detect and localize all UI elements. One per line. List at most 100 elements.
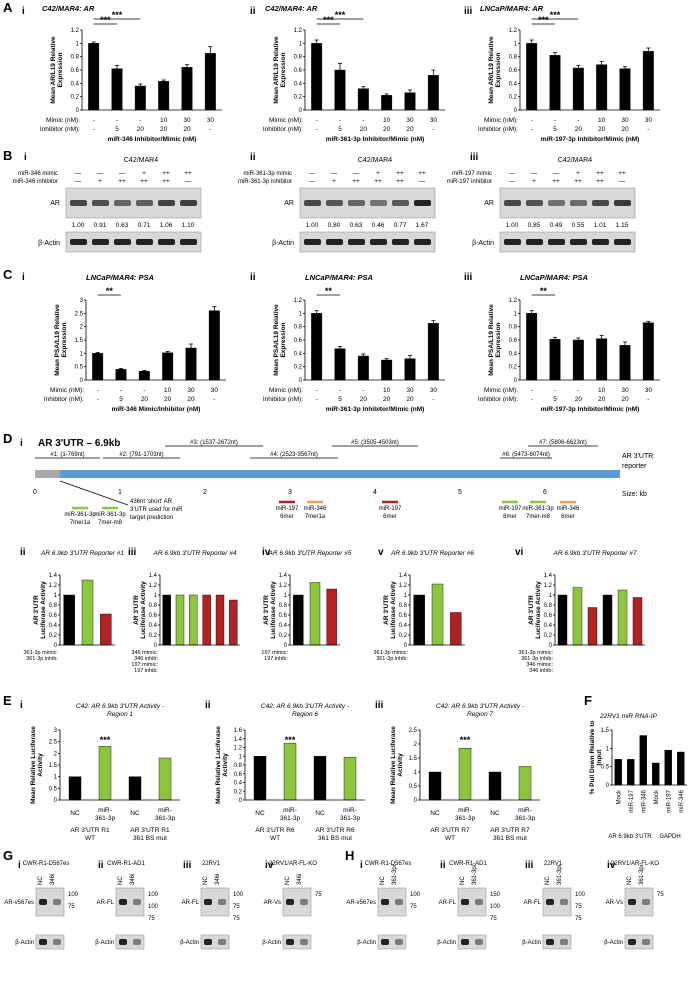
sign: — bbox=[75, 178, 82, 185]
sign: — bbox=[185, 178, 192, 185]
sign: ++ bbox=[552, 178, 560, 185]
western-blot-ar bbox=[65, 187, 202, 219]
group-label: AR 3'UTR R6 bbox=[255, 827, 295, 834]
y-tick-label: 1.4 bbox=[149, 573, 158, 579]
category: miR- bbox=[98, 807, 112, 814]
category: miR-346 bbox=[679, 789, 685, 812]
y-tick-label: 0.4 bbox=[544, 623, 553, 629]
axis-kb: 6 bbox=[543, 489, 547, 496]
row-label: Inhibitor (nM): bbox=[44, 396, 84, 403]
bar bbox=[158, 81, 170, 111]
inhibitor-value: 20 bbox=[360, 126, 368, 133]
y-tick-label: 0.6 bbox=[71, 68, 80, 74]
band bbox=[414, 200, 431, 206]
bar bbox=[208, 310, 220, 381]
inhibitor-value: 20 bbox=[141, 396, 149, 403]
bar bbox=[381, 359, 393, 381]
band-label: AR-Vs bbox=[606, 900, 623, 906]
row-label: 346 mimic: bbox=[131, 650, 158, 656]
band bbox=[560, 939, 568, 945]
mimic-value: 10 bbox=[383, 117, 391, 124]
bar bbox=[253, 756, 267, 801]
band bbox=[475, 939, 483, 945]
x-axis-title: miR-361-3p Inhibitor/Mimic (nM) bbox=[326, 406, 425, 413]
chart-title: Region 1 bbox=[107, 711, 133, 718]
lane-label: 361-3pi bbox=[472, 865, 478, 885]
y-axis-title: Mean Relative Luciferase bbox=[30, 726, 37, 804]
y-tick-label: 1.2 bbox=[399, 583, 408, 589]
bar bbox=[357, 88, 369, 111]
row-label: 361-3p mimic: bbox=[23, 650, 58, 656]
y-tick-label: 1.6 bbox=[234, 728, 243, 734]
row-label: Inhibitor (nM): bbox=[478, 396, 518, 403]
sig-mark: ** bbox=[540, 286, 548, 296]
y-tick-label: 2.5 bbox=[49, 740, 58, 746]
site-label: 6mer bbox=[280, 514, 294, 520]
y-tick-label: 1 bbox=[414, 770, 418, 776]
sign: — bbox=[119, 170, 126, 177]
y-tick-label: 1 bbox=[606, 746, 610, 752]
site-label: miR-346 bbox=[557, 506, 580, 512]
inhibitor-value: 5 bbox=[115, 126, 119, 133]
bar bbox=[428, 771, 442, 801]
row-label: Mimic (nM): bbox=[46, 117, 80, 124]
y-axis-title: AR 3'UTR bbox=[383, 595, 390, 625]
mimic-value: - bbox=[316, 117, 318, 124]
actin-label: β-Actin bbox=[604, 940, 623, 946]
y-tick-label: 0.4 bbox=[399, 623, 408, 629]
sub-label: i bbox=[360, 860, 363, 871]
category: 361-3p bbox=[455, 815, 476, 822]
y-tick-label: 1.2 bbox=[294, 28, 303, 34]
bar bbox=[526, 43, 538, 111]
western-blot-ar bbox=[299, 187, 436, 219]
band-label: AR-v567es bbox=[346, 900, 376, 906]
axis-kb: 3 bbox=[288, 489, 292, 496]
quant-value: 0.77 bbox=[394, 222, 407, 229]
sig-mark: *** bbox=[285, 735, 296, 745]
y-tick-label: 0.5 bbox=[75, 365, 84, 371]
ar-label: AR bbox=[284, 200, 294, 207]
category: 361-3p bbox=[95, 815, 116, 822]
y-tick-label: 0 bbox=[299, 378, 303, 384]
panel-letter-G: G bbox=[3, 848, 13, 863]
chart-title: LNCaP/MAR4: PSA bbox=[86, 273, 154, 282]
mimic-value: - bbox=[116, 117, 118, 124]
band bbox=[326, 239, 343, 245]
y-axis-title: Luciferase Activity bbox=[140, 581, 147, 639]
bar bbox=[309, 582, 321, 646]
row-label: Inhibitor (nM): bbox=[40, 126, 80, 133]
sub-label: ii bbox=[250, 272, 256, 283]
bar bbox=[617, 589, 628, 646]
bar bbox=[92, 353, 104, 381]
inhibitor-value: 20 bbox=[383, 396, 391, 403]
panel-letter-H: H bbox=[345, 848, 354, 863]
western-blot bbox=[377, 934, 407, 950]
group-label: WT bbox=[270, 835, 280, 842]
bar bbox=[181, 67, 193, 111]
row-label: 361-3p inhib: bbox=[26, 656, 58, 662]
site-label: 8mer bbox=[503, 514, 517, 520]
mimic-value: 30 bbox=[183, 117, 191, 124]
panel-letter-A: A bbox=[3, 0, 13, 15]
y-tick-label: 1.4 bbox=[49, 573, 58, 579]
bar bbox=[138, 371, 150, 381]
y-tick-label: 0.6 bbox=[279, 613, 288, 619]
group-label: WT bbox=[445, 835, 455, 842]
inhibitor-value: 20 bbox=[383, 126, 391, 133]
bar bbox=[572, 67, 584, 111]
band bbox=[304, 200, 321, 206]
y-tick-label: 1.2 bbox=[294, 298, 303, 304]
site-label: 7mer-m8 bbox=[526, 514, 551, 520]
y-tick-label: 0.4 bbox=[149, 623, 158, 629]
axis-kb: 5 bbox=[458, 489, 462, 496]
y-tick-label: 0 bbox=[514, 108, 518, 114]
quant-value: 0.63 bbox=[350, 222, 363, 229]
group-label: AR 3'UTR R7 bbox=[490, 827, 530, 834]
lane-label: 361-3pi bbox=[557, 865, 563, 885]
bar bbox=[639, 735, 647, 786]
bar bbox=[229, 599, 238, 646]
y-tick-label: 2.5 bbox=[409, 728, 418, 734]
sign: — bbox=[331, 170, 338, 177]
lane-label: NC bbox=[545, 876, 551, 885]
y-axis-title: Expression bbox=[495, 322, 502, 357]
